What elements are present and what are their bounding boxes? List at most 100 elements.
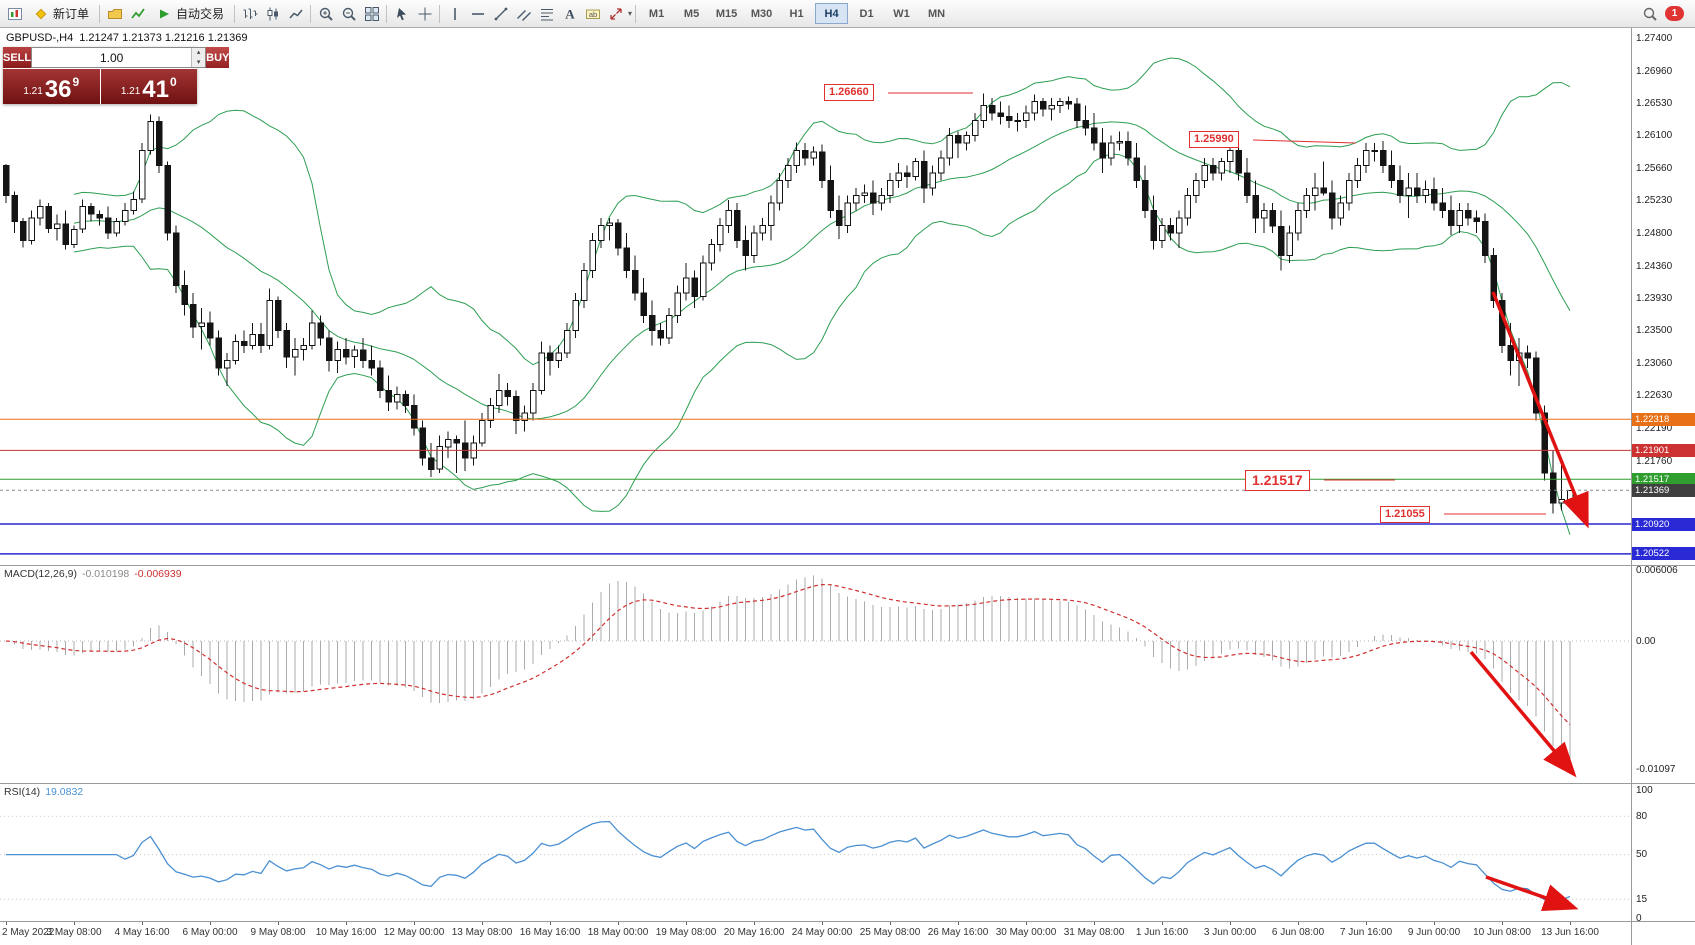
candle [716, 218, 724, 252]
candle [1507, 323, 1514, 376]
candle [980, 93, 987, 128]
pane-separator[interactable] [0, 565, 1695, 566]
candle [359, 338, 367, 368]
price-axis-label: 1.26530 [1636, 97, 1673, 109]
candle [1515, 338, 1523, 386]
price-tag[interactable]: 1.20522 [1632, 547, 1695, 561]
trendline-icon[interactable] [489, 3, 512, 25]
price-tag[interactable]: 1.22318 [1632, 412, 1695, 426]
timeframe-m1[interactable]: M1 [648, 7, 665, 20]
fibonacci-icon[interactable] [535, 3, 558, 25]
chevron-down-icon[interactable]: ▾ [628, 9, 633, 18]
candle [164, 161, 171, 241]
time-tick [278, 921, 279, 925]
candle [1252, 180, 1259, 233]
candle [810, 146, 817, 166]
candle [606, 218, 613, 241]
candle [138, 143, 146, 203]
sell-price[interactable]: 1.21 36 9 [3, 69, 100, 104]
tile-windows-icon[interactable] [360, 3, 383, 25]
candle [1133, 143, 1140, 188]
profiles-icon[interactable] [103, 3, 126, 25]
candle [1311, 173, 1319, 211]
candle [691, 270, 698, 308]
candle [1124, 131, 1132, 166]
timeframe-m15[interactable]: M15 [715, 7, 738, 20]
notification-badge[interactable]: 1 [1665, 6, 1684, 21]
search-icon[interactable] [1638, 3, 1661, 25]
price-tag[interactable]: 1.21517 [1632, 472, 1695, 486]
vertical-line-icon[interactable] [443, 3, 466, 25]
line-chart-icon[interactable] [284, 3, 307, 25]
candle [342, 338, 350, 365]
volume-input[interactable] [32, 48, 192, 67]
text-label-icon[interactable]: ab [581, 3, 604, 25]
candle [113, 218, 120, 237]
candle [708, 239, 715, 271]
price-tag[interactable]: 1.21369 [1632, 483, 1695, 497]
svg-text:A: A [565, 6, 575, 21]
timeframe-w1[interactable]: W1 [893, 7, 910, 20]
crosshair-icon[interactable] [413, 3, 436, 25]
equidistant-channel-icon[interactable] [512, 3, 535, 25]
candle [1388, 150, 1395, 188]
time-tick [1502, 921, 1503, 925]
candle [1209, 158, 1217, 181]
price-axis-label: 1.22630 [1636, 390, 1673, 402]
time-tick [550, 921, 551, 925]
sell-button[interactable]: SELL [3, 47, 32, 68]
price-callout[interactable]: 1.21055 [1380, 506, 1430, 523]
time-axis-label: 24 May 00:00 [791, 927, 853, 938]
autotrading-label: 自动交易 [176, 7, 225, 21]
candle [300, 338, 307, 361]
new-chart-icon[interactable] [3, 3, 26, 25]
autotrading-button[interactable]: 自动交易 [149, 3, 231, 25]
price-axis-label: 1.23930 [1636, 292, 1673, 304]
horizontal-line-icon[interactable] [466, 3, 489, 25]
timeframe-d1[interactable]: D1 [859, 7, 874, 20]
volume-increase-button[interactable]: ▴ [192, 48, 206, 58]
buy-price[interactable]: 1.21 41 0 [100, 69, 197, 104]
toolbar-separator [386, 4, 388, 23]
new-order-button[interactable]: 新订单 [26, 3, 96, 25]
price-tag[interactable]: 1.21901 [1632, 443, 1695, 457]
timeframe-m5[interactable]: M5 [683, 7, 700, 20]
price-callout[interactable]: 1.26660 [824, 84, 874, 101]
timeframe-h4[interactable]: H4 [815, 3, 849, 24]
candle [801, 143, 809, 166]
timeframe-h1[interactable]: H1 [789, 7, 804, 20]
candle [1039, 98, 1047, 117]
candle [444, 431, 452, 458]
candle [206, 311, 214, 346]
candle [1558, 458, 1565, 511]
candle [1532, 351, 1540, 421]
indicator-list-icon[interactable] [126, 3, 149, 25]
candle [1481, 213, 1489, 263]
candle [70, 225, 78, 248]
time-axis-label: 13 Jun 16:00 [1541, 927, 1599, 938]
toolbar-separator [234, 4, 236, 23]
timeframe-m30[interactable]: M30 [750, 7, 773, 20]
price-axis-label: 1.23060 [1636, 358, 1673, 369]
pane-separator[interactable] [0, 783, 1695, 784]
volume-decrease-button[interactable]: ▾ [192, 57, 206, 67]
buy-button[interactable]: BUY [206, 47, 230, 68]
price-callout[interactable]: 1.25990 [1189, 131, 1239, 148]
candle [1354, 158, 1361, 188]
bar-chart-icon[interactable] [238, 3, 261, 25]
candlestick-chart-icon[interactable] [261, 3, 284, 25]
cursor-icon[interactable] [390, 3, 413, 25]
text-icon[interactable]: A [558, 3, 581, 25]
candle [155, 116, 163, 173]
price-tag[interactable]: 1.20920 [1632, 517, 1695, 531]
zoom-out-icon[interactable] [337, 3, 360, 25]
candle [11, 191, 18, 233]
candle [427, 443, 435, 477]
arrows-icon[interactable] [604, 3, 627, 25]
price-callout[interactable]: 1.21517 [1245, 470, 1310, 491]
zoom-in-icon[interactable] [314, 3, 337, 25]
candle [861, 184, 868, 203]
timeframe-mn[interactable]: MN [927, 7, 946, 20]
candle [232, 334, 239, 365]
toolbar-separator [99, 4, 101, 23]
